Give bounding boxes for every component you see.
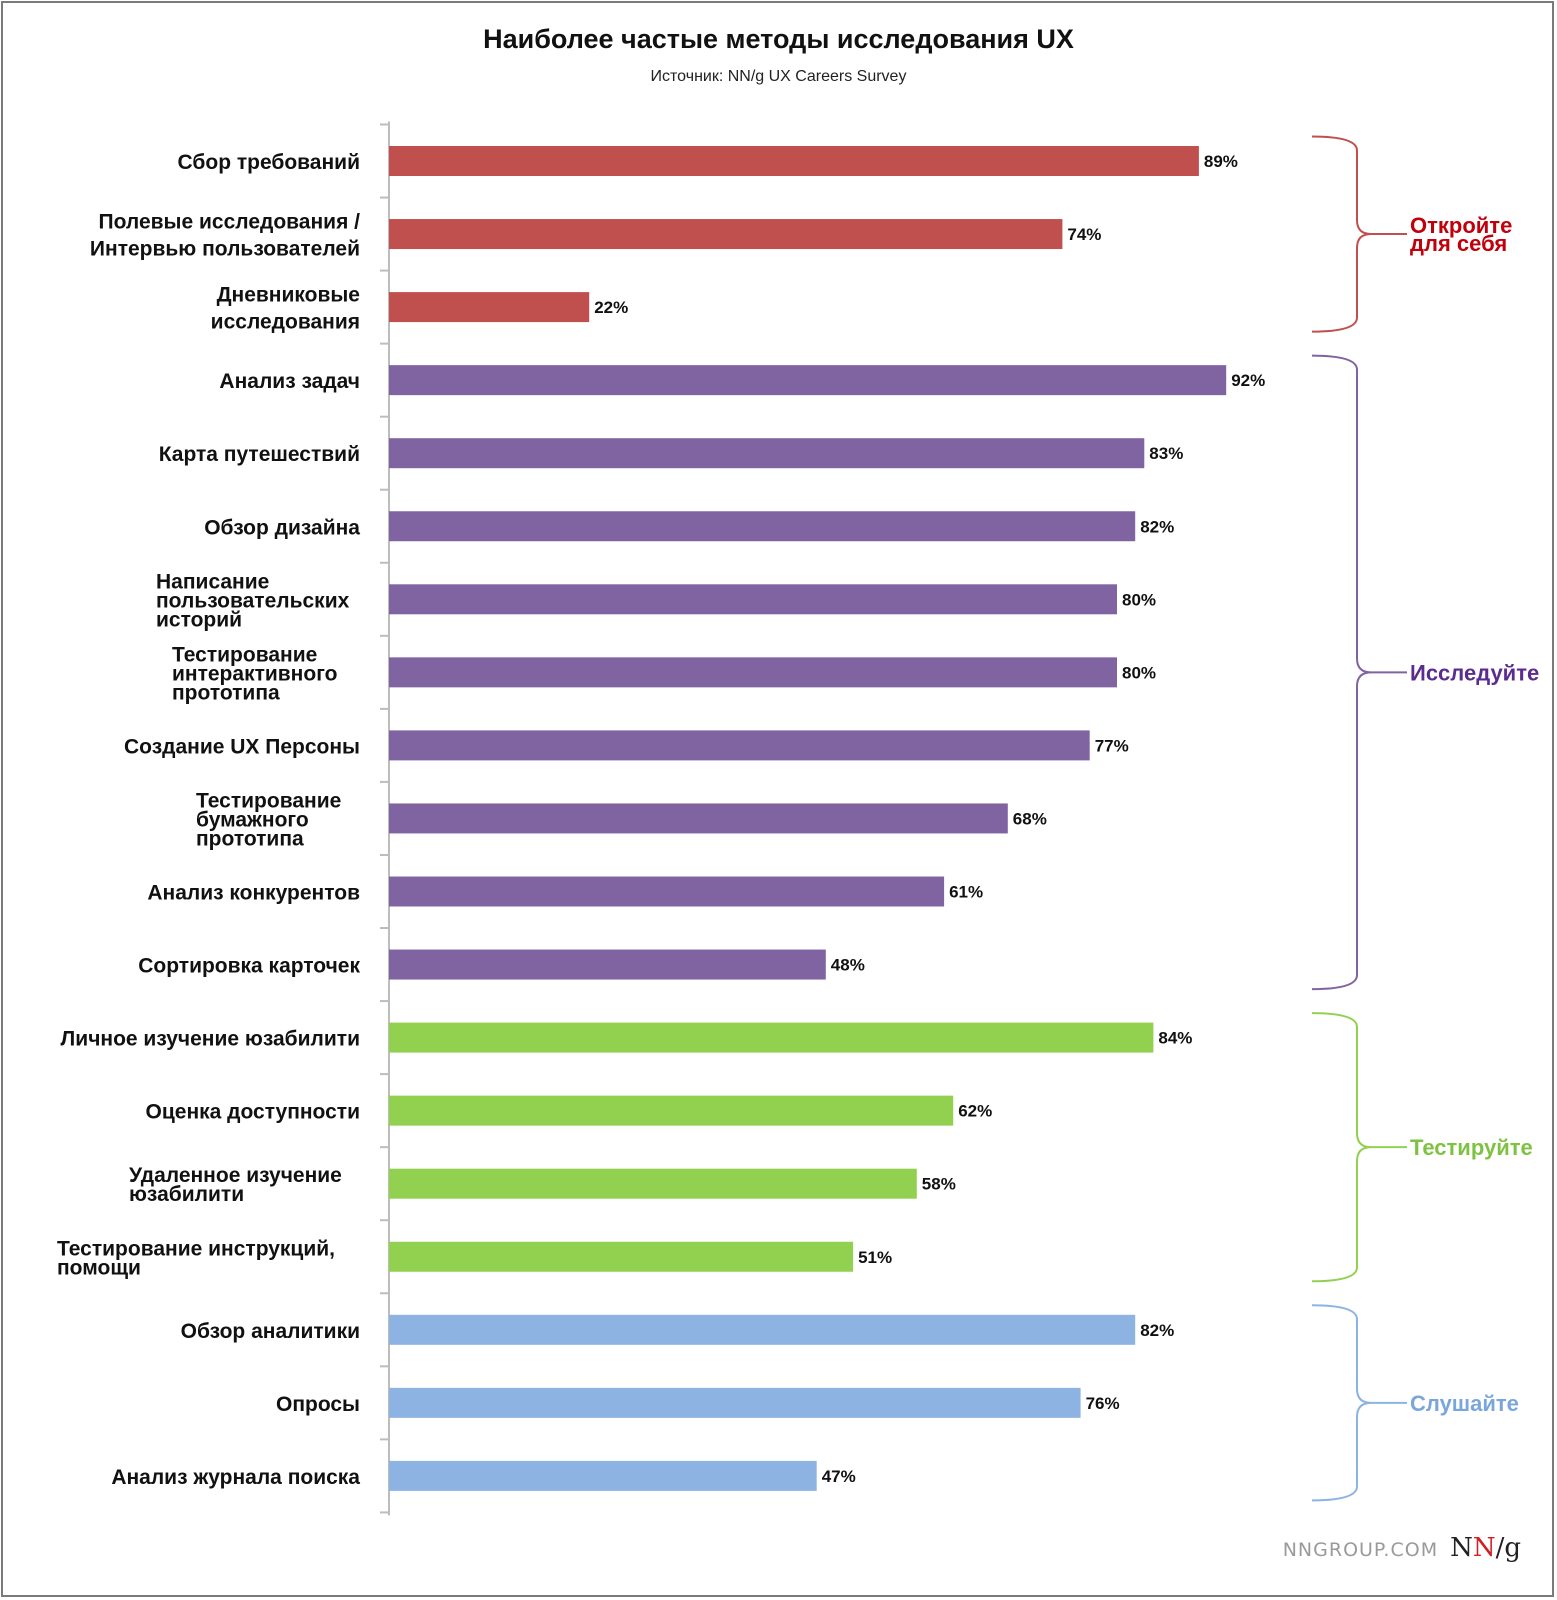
data-label: 68% (1013, 809, 1047, 828)
category-label: Анализ задач (219, 370, 360, 393)
category-label: помощи (57, 1256, 141, 1279)
bar (389, 1460, 817, 1491)
category-label: историй (156, 608, 242, 631)
data-label: 83% (1149, 444, 1183, 463)
category-label: прототипа (172, 681, 280, 704)
category-label: Полевые исследования / (99, 211, 361, 234)
category-label: Дневниковые (217, 284, 360, 307)
category-label: Тестирование (196, 789, 341, 812)
category-label: Обзор аналитики (181, 1320, 360, 1343)
data-label: 84% (1158, 1029, 1192, 1048)
bar (389, 1314, 1136, 1345)
data-label: 77% (1095, 736, 1129, 755)
category-label: Создание UX Персоны (124, 735, 360, 758)
data-label: 82% (1140, 1321, 1174, 1340)
category-label: пользовательских (156, 589, 350, 612)
group-label: для себя (1410, 231, 1507, 256)
bar (389, 949, 826, 980)
category-label: Обзор дизайна (204, 516, 360, 539)
group-label: Тестируйте (1410, 1135, 1533, 1160)
data-label: 76% (1086, 1394, 1120, 1413)
category-label: Тестирование инструкций, (57, 1237, 335, 1260)
bar (389, 584, 1117, 615)
chart-title: Наиболее частые методы исследования UX (483, 24, 1074, 54)
category-label: Анализ конкурентов (147, 882, 360, 905)
data-label: 22% (594, 298, 628, 317)
bar (389, 1168, 917, 1199)
group-label: Слушайте (1410, 1391, 1519, 1416)
category-label: интерактивного (172, 662, 338, 685)
data-label: 80% (1122, 663, 1156, 682)
data-label: 74% (1067, 225, 1101, 244)
category-label: Написание (156, 570, 269, 593)
data-label: 48% (831, 956, 865, 975)
bar (389, 657, 1117, 688)
category-label: Тестирование (172, 643, 317, 666)
logo-n1: N (1450, 1533, 1473, 1563)
category-label: Интервью пользователей (90, 238, 360, 261)
bar (389, 876, 945, 907)
logo-g: /g (1495, 1533, 1521, 1563)
category-label: юзабилити (129, 1183, 244, 1206)
bar (389, 292, 590, 323)
data-label: 82% (1140, 517, 1174, 536)
bar (389, 219, 1063, 250)
category-label: Анализ журнала поиска (111, 1466, 360, 1489)
data-label: 58% (922, 1175, 956, 1194)
chart-subtitle: Источник: NN/g UX Careers Survey (650, 68, 907, 85)
data-label: 92% (1231, 371, 1265, 390)
group-label: Исследуйте (1410, 660, 1539, 685)
bar (389, 730, 1090, 761)
group-brace (1311, 354, 1372, 991)
bar (389, 511, 1136, 542)
group-label: Откройте (1410, 213, 1512, 238)
category-label: Сбор требований (178, 151, 360, 174)
bar (389, 365, 1227, 396)
bar (389, 146, 1199, 176)
bar (389, 1095, 954, 1126)
logo-n2: N (1472, 1533, 1496, 1563)
bar (389, 438, 1145, 469)
data-label: 51% (858, 1248, 892, 1267)
category-label: исследования (211, 311, 360, 334)
bar (389, 1022, 1154, 1053)
data-label: 62% (958, 1102, 992, 1121)
category-label: Оценка доступности (146, 1101, 360, 1124)
category-label: Удаленное изучение (129, 1164, 342, 1187)
bar (389, 803, 1008, 834)
data-label: 61% (949, 883, 983, 902)
category-label: Личное изучение юзабилити (61, 1028, 360, 1051)
brand-footer: NNGROUP.COM NN/g (1283, 1533, 1521, 1563)
category-label: Карта путешествий (159, 443, 360, 466)
nng-logo: NN/g (1450, 1533, 1521, 1563)
data-label: 47% (822, 1467, 856, 1486)
data-label: 89% (1204, 152, 1238, 171)
category-label: бумажного (196, 808, 309, 831)
group-brace (1311, 1304, 1372, 1502)
data-label: 80% (1122, 590, 1156, 609)
category-label: Сортировка карточек (138, 955, 360, 978)
group-brace (1311, 1012, 1372, 1283)
category-label: Опросы (276, 1393, 360, 1416)
brand-url[interactable]: NNGROUP.COM (1282, 1539, 1439, 1561)
bar (389, 1387, 1081, 1418)
bar (389, 1241, 854, 1272)
group-brace (1311, 135, 1372, 333)
category-label: прототипа (196, 827, 304, 850)
